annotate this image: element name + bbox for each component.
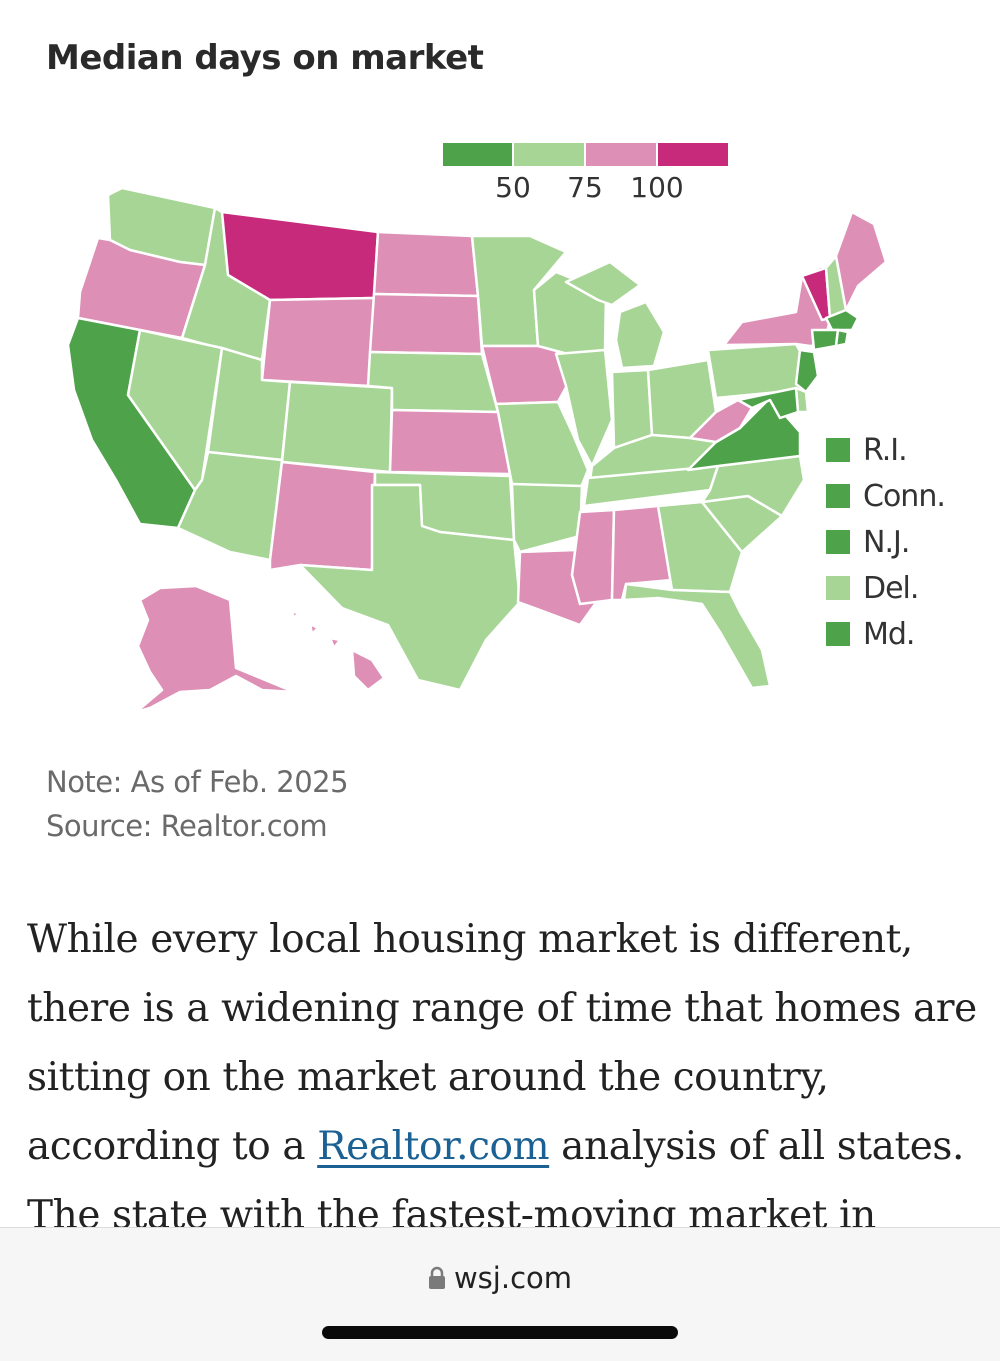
state-mississippi (570, 508, 616, 606)
chart-note: Note: As of Feb. 2025 (46, 765, 349, 799)
state-michigan (564, 260, 666, 370)
home-indicator[interactable] (322, 1326, 678, 1339)
state-connecticut (810, 328, 840, 352)
legend-swatch (826, 530, 850, 554)
state-georgia (656, 500, 744, 594)
article-paragraph: While every local housing market is diff… (27, 905, 987, 1227)
article-line: The state with the fastest-moving market… (27, 1193, 876, 1227)
state-hawaii (290, 608, 386, 692)
small-state-entry: Conn. (826, 473, 946, 519)
state-montana (220, 210, 380, 302)
state-texas (298, 483, 522, 692)
article-line: according to a (27, 1124, 318, 1169)
state-kansas (388, 408, 512, 476)
small-state-label: N.J. (863, 524, 910, 560)
scale-swatch-over-100 (658, 143, 728, 166)
scale-tick-label: 100 (630, 171, 683, 204)
article-line: there is a widening range of time that h… (27, 986, 977, 1031)
state-wyoming (260, 296, 376, 388)
article-line: sitting on the market around the country… (27, 1055, 829, 1100)
state-arkansas (510, 482, 584, 554)
small-state-entry: N.J. (826, 519, 945, 565)
address-bar[interactable]: wsj.com (0, 1261, 1000, 1295)
scale-tick-label: 50 (495, 171, 531, 204)
chart-title: Median days on market (46, 38, 484, 78)
small-state-label: Md. (863, 616, 915, 652)
small-state-entry: Md. (826, 611, 945, 657)
small-state-label: Del. (863, 570, 919, 606)
small-state-entry: Del. (826, 565, 945, 611)
small-state-label: Conn. (863, 478, 946, 514)
color-scale-legend: 50 75 100 (443, 143, 728, 204)
state-maryland (736, 386, 800, 420)
state-new-jersey (794, 348, 820, 394)
chart-notes: Note: As of Feb. 2025 Source: Realtor.co… (46, 760, 349, 848)
legend-swatch (826, 576, 850, 600)
scale-swatch-under-50 (443, 143, 512, 166)
legend-swatch (826, 484, 850, 508)
small-state-entry: R.I. (826, 427, 945, 473)
scale-swatch-50-75 (514, 143, 584, 166)
state-south-dakota (368, 292, 484, 356)
small-state-label: R.I. (863, 432, 908, 468)
article-line: analysis of all states. (549, 1124, 965, 1169)
article-line: While every local housing market is diff… (27, 917, 913, 962)
us-choropleth-map: 50 75 100 (66, 143, 888, 714)
realtor-link[interactable]: Realtor.com (317, 1124, 550, 1169)
browser-bottom-bar: wsj.com (0, 1227, 1000, 1361)
legend-swatch (826, 438, 850, 462)
state-maine (834, 210, 888, 312)
state-colorado (280, 380, 394, 474)
state-alaska (134, 584, 296, 714)
small-states-legend: R.I. Conn. N.J. Del. Md. (826, 427, 946, 657)
lock-icon (428, 1266, 445, 1289)
state-florida (622, 582, 772, 690)
state-new-mexico (268, 460, 377, 572)
state-rhode-island (834, 328, 850, 348)
url-text: wsj.com (453, 1261, 573, 1295)
scale-swatch-75-100 (586, 143, 656, 166)
legend-swatch (826, 622, 850, 646)
state-massachusetts (824, 308, 860, 332)
scale-tick-label: 75 (567, 171, 603, 204)
state-north-dakota (372, 230, 480, 298)
chart-source: Source: Realtor.com (46, 809, 328, 843)
